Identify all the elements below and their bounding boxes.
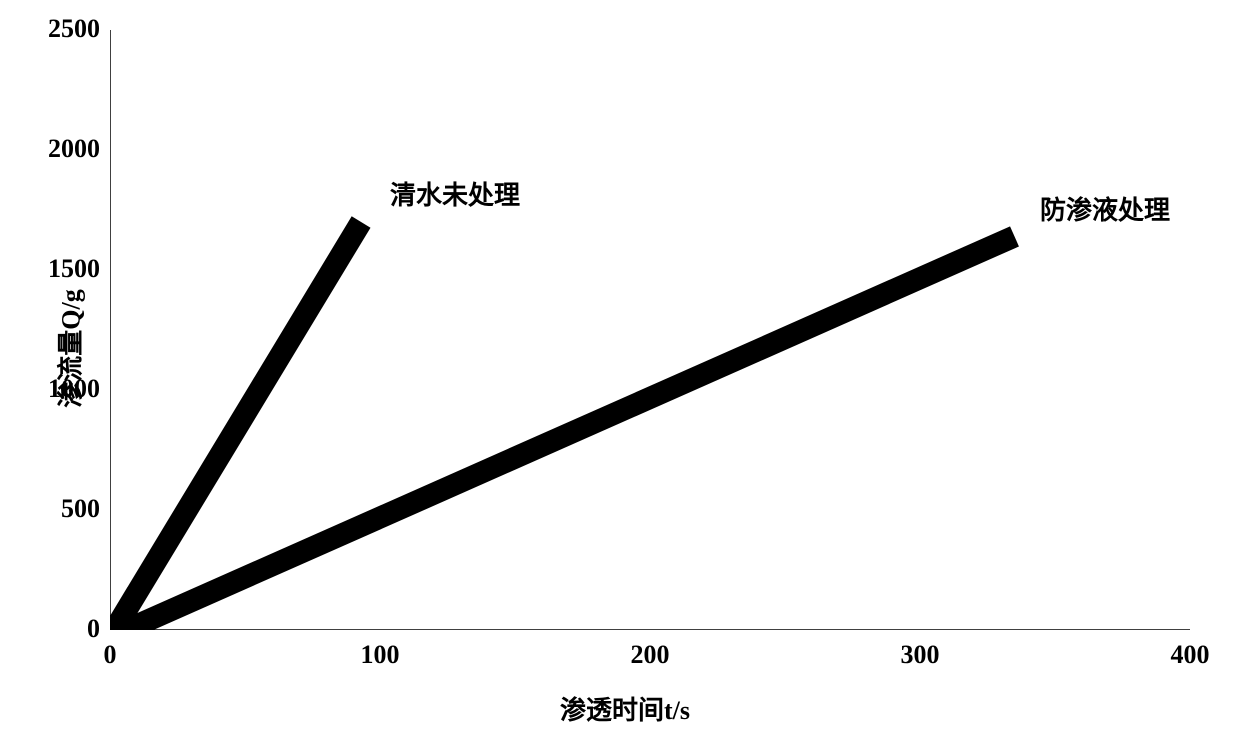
x-tick-0: 0: [80, 640, 140, 670]
x-axis-label: 渗透时间t/s: [560, 690, 690, 727]
y-tick-2500: 2500: [10, 14, 100, 44]
y-tick-1500: 1500: [10, 254, 100, 284]
x-tick-100: 100: [350, 640, 410, 670]
y-tick-500: 500: [10, 494, 100, 524]
series-line-0: [110, 222, 361, 630]
series-label-treated: 防渗液处理: [1040, 190, 1170, 227]
y-axis-label: 渗流量Q/g: [51, 289, 88, 407]
chart-container: 0 500 1000 1500 2000 2500 0 100 200 300 …: [0, 0, 1240, 732]
y-tick-2000: 2000: [10, 134, 100, 164]
x-tick-200: 200: [620, 640, 680, 670]
plot-svg: [110, 30, 1190, 630]
series-label-untreated: 清水未处理: [390, 175, 520, 212]
x-tick-300: 300: [890, 640, 950, 670]
series-group: [110, 222, 1015, 630]
x-tick-400: 400: [1160, 640, 1220, 670]
